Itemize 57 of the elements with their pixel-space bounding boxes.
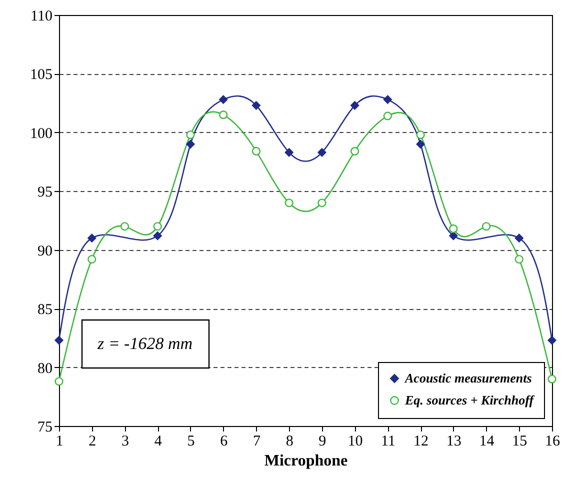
y-tick-label: 100: [30, 126, 52, 142]
y-tick-label: 85: [38, 302, 52, 318]
x-tick-label: 9: [318, 434, 326, 450]
point: [383, 112, 392, 120]
point: [482, 222, 491, 231]
y-tick-label: 105: [30, 67, 52, 84]
point: [219, 110, 228, 120]
point: [284, 148, 294, 157]
point: [54, 336, 64, 345]
point: [318, 148, 326, 157]
x-tick-label: 12: [414, 434, 429, 450]
point: [88, 234, 96, 242]
x-tick-label: 15: [512, 434, 528, 450]
x-tick-label: 2: [88, 434, 96, 450]
x-tick-label: 13: [446, 434, 462, 450]
point: [514, 254, 524, 264]
legend-label: Acoustic measurements: [404, 370, 532, 386]
point: [350, 146, 360, 156]
point: [219, 95, 228, 104]
point: [186, 140, 195, 148]
x-tick-label: 7: [252, 434, 261, 450]
point: [54, 377, 64, 386]
x-tick-label: 3: [121, 434, 129, 450]
x-tick-label: 5: [187, 434, 195, 450]
point: [120, 222, 130, 231]
point: [350, 101, 360, 110]
y-tick-label: 95: [38, 184, 52, 201]
x-tick-label: 8: [286, 434, 294, 450]
y-tick-label: 75: [38, 420, 52, 436]
point: [416, 130, 425, 140]
point: [514, 234, 524, 242]
x-tick-label: 11: [380, 434, 396, 450]
x-tick-label: 1: [56, 434, 64, 450]
point: [318, 198, 326, 208]
point: [449, 224, 458, 234]
x-tick-label: 16: [545, 434, 560, 450]
x-tick-label: 14: [479, 434, 495, 450]
point: [383, 95, 392, 104]
x-tick-label: 10: [348, 434, 363, 450]
y-tick-label: 80: [38, 360, 52, 377]
point: [548, 336, 556, 345]
point: [153, 231, 162, 240]
point: [416, 140, 425, 148]
point: [548, 374, 556, 384]
x-tick-label: 4: [154, 434, 162, 450]
annotation: z = -1628 mm: [96, 334, 193, 353]
x-tick-label: 6: [220, 434, 228, 450]
legend-label: Eq. sources + Kirchhoff: [404, 392, 536, 408]
y-tick-label: 90: [38, 243, 52, 260]
point: [252, 146, 261, 156]
point: [186, 130, 195, 140]
point: [284, 198, 294, 208]
point: [252, 101, 261, 110]
point: [153, 222, 162, 231]
x-axis-title: Microphone: [264, 452, 348, 470]
y-tick-label: 110: [30, 8, 52, 24]
point: [88, 254, 96, 264]
